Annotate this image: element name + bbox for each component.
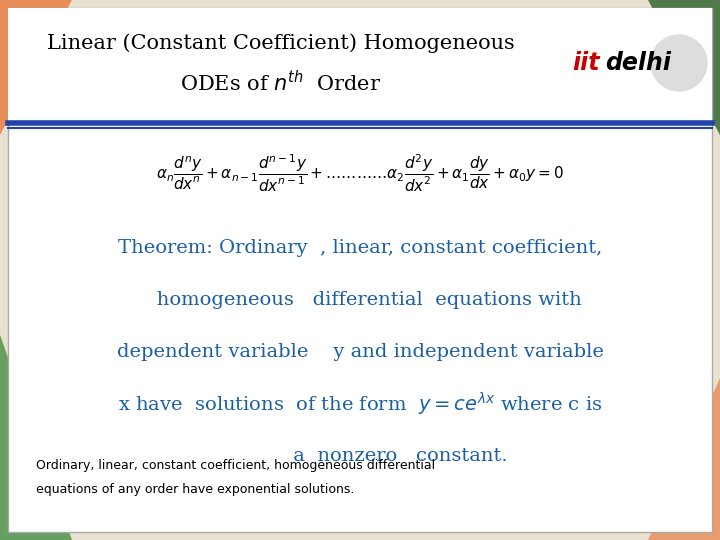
Text: Linear (Constant Coefficient) Homogeneous: Linear (Constant Coefficient) Homogeneou… [47,33,515,53]
Text: a  nonzero   constant.: a nonzero constant. [212,447,508,465]
Polygon shape [0,0,72,135]
Text: $\alpha_n \dfrac{d^n y}{dx^n} + \alpha_{n-1} \dfrac{d^{n-1} y}{dx^{n-1}} + \ldot: $\alpha_n \dfrac{d^n y}{dx^n} + \alpha_{… [156,152,564,193]
Text: Ordinary, linear, constant coefficient, homogeneous differential: Ordinary, linear, constant coefficient, … [36,458,435,471]
Text: ODEs of $n^{th}$  Order: ODEs of $n^{th}$ Order [180,70,382,96]
Circle shape [651,35,707,91]
Text: Theorem: Ordinary  , linear, constant coefficient,: Theorem: Ordinary , linear, constant coe… [118,239,602,257]
Text: homogeneous   differential  equations with: homogeneous differential equations with [138,291,582,309]
Polygon shape [648,378,720,540]
Text: x have  solutions  of the form  $y = ce^{\lambda x}$ where c is: x have solutions of the form $y = ce^{\l… [118,390,602,417]
Polygon shape [648,0,720,135]
Text: iit: iit [572,51,600,75]
Polygon shape [0,335,72,540]
FancyBboxPatch shape [8,8,712,123]
FancyBboxPatch shape [8,8,712,532]
Text: dependent variable    y and independent variable: dependent variable y and independent var… [117,343,603,361]
Text: equations of any order have exponential solutions.: equations of any order have exponential … [36,483,354,496]
Text: delhi: delhi [605,51,671,75]
